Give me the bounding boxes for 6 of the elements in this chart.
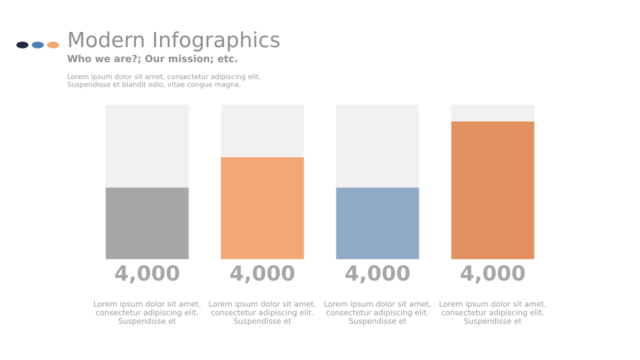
chart-title: Modern Infographics — [69, 31, 280, 52]
text: 4,000 — [230, 265, 294, 284]
text: 4,000 — [346, 265, 410, 284]
text: 4,000 — [115, 265, 180, 284]
text: 4,000 — [460, 265, 525, 284]
chart-subtitle: Who we are?; Our mission; etc. — [67, 54, 238, 64]
